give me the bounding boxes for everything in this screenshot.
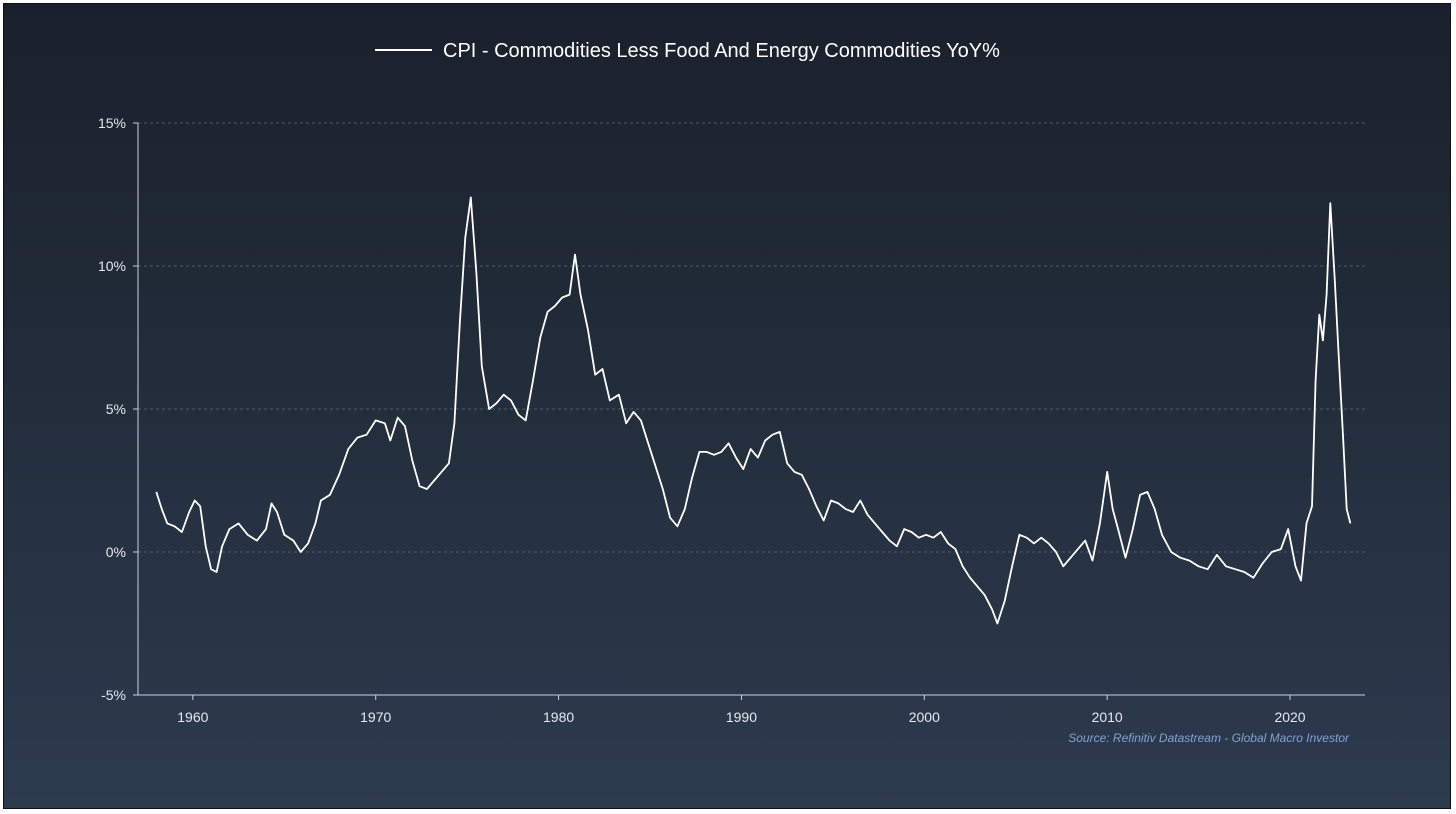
series-group [155,196,1352,625]
y-tick-label: 0% [106,544,126,560]
series-line [155,196,1352,625]
y-ticks: 15% 10% 5% 0% -5% [98,115,138,703]
legend: CPI - Commodities Less Food And Energy C… [375,40,1000,62]
x-tick-label: 1970 [360,709,391,725]
x-tick-label: 1980 [543,709,574,725]
x-tick-label: 1990 [726,709,757,725]
x-ticks: 1960 1970 1980 1990 2000 2010 2020 [177,695,1306,725]
y-tick-label: 10% [98,258,126,274]
x-tick-label: 2010 [1092,709,1123,725]
x-tick-label: 2000 [909,709,940,725]
legend-label: CPI - Commodities Less Food And Energy C… [443,40,1000,62]
chart-frame [3,3,1451,809]
x-tick-label: 1960 [177,709,208,725]
x-tick-label: 2020 [1274,709,1305,725]
y-tick-label: -5% [101,687,126,703]
y-tick-label: 5% [106,401,126,417]
grid-lines [138,122,1365,553]
source-note: Source: Refinitiv Datastream - Global Ma… [1068,731,1350,745]
y-tick-label: 15% [98,115,126,131]
